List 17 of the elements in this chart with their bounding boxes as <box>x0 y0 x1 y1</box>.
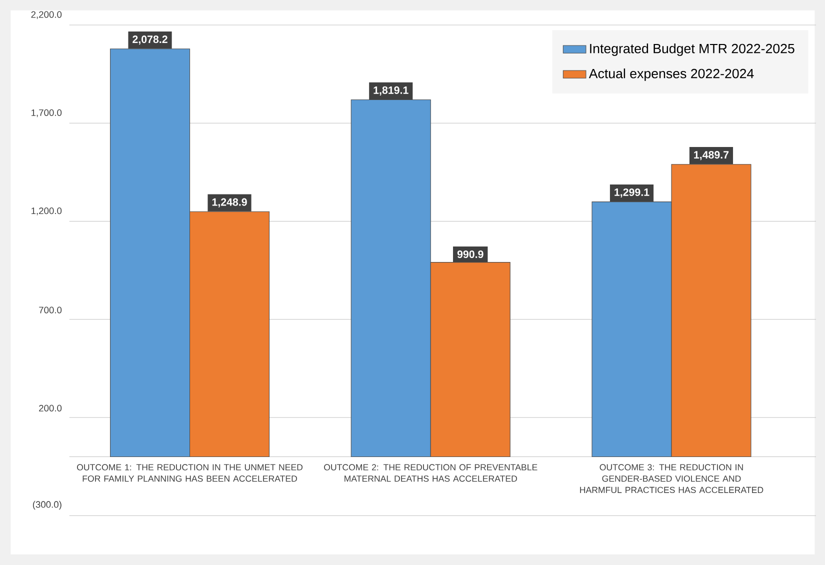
y-tick-label: 200.0 <box>39 404 62 412</box>
data-label: 1,248.9 <box>212 198 247 208</box>
y-tick-label: 2,200.0 <box>31 11 62 19</box>
y-tick-label: 1,200.0 <box>32 208 62 216</box>
data-label: 1,489.7 <box>694 151 729 160</box>
x-tick-label: OUTCOME 3: THE REDUCTION IN GENDER-BASED VIOLENCE AND HARMFUL PRACTICES HAS ACCELERATED <box>580 464 764 494</box>
x-tick-label: OUTCOME 2: THE REDUCTION OF PREVENTABLE MATERNAL DEATHS HAS ACCELERATED <box>324 464 538 482</box>
data-label: 2,078.2 <box>132 36 168 45</box>
x-tick-label: OUTCOME 1: THE REDUCTION IN THE UNMET NEED FOR FAMILY PLANNING HAS BEEN ACCELERATED <box>77 464 303 482</box>
y-tick-label: 1,700.0 <box>32 109 62 118</box>
data-label: 1,819.1 <box>374 86 408 96</box>
data-label: 990.9 <box>457 250 484 258</box>
y-tick-label: 700.0 <box>39 306 62 314</box>
legend-label: Actual expenses 2022-2024 <box>588 68 754 81</box>
legend-label: Integrated Budget MTR 2022-2025 <box>590 44 794 56</box>
data-label: 1,299.1 <box>614 188 650 198</box>
y-tick-label: (300.0) <box>32 500 62 510</box>
